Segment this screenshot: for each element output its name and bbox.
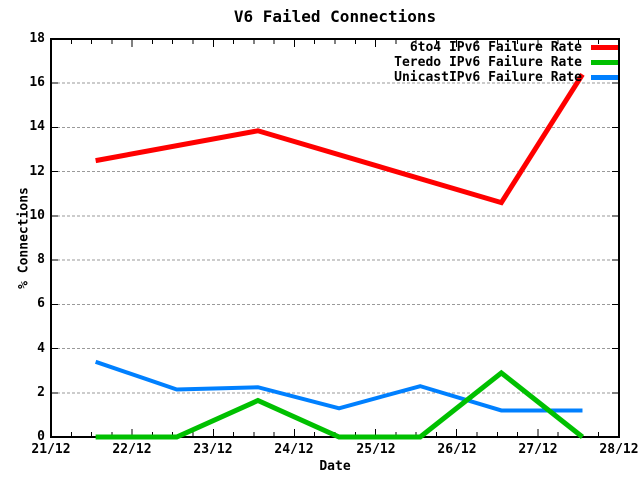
x-axis-label: Date	[319, 459, 351, 474]
y-tick-label: 8	[37, 252, 45, 267]
legend: 6to4 IPv6 Failure Rate Teredo IPv6 Failu…	[394, 40, 618, 85]
legend-row: 6to4 IPv6 Failure Rate	[394, 40, 618, 55]
x-tick-label: 21/12	[31, 442, 71, 457]
x-tick-label: 28/12	[599, 442, 639, 457]
y-tick-label: 0	[37, 429, 45, 444]
x-tick-label: 25/12	[356, 442, 396, 457]
y-tick-label: 16	[29, 75, 45, 90]
y-tick-label: 10	[29, 208, 45, 223]
legend-label: Teredo IPv6 Failure Rate	[394, 55, 582, 70]
legend-label: 6to4 IPv6 Failure Rate	[409, 40, 582, 55]
y-tick-label: 2	[37, 385, 45, 400]
series-line-1	[95, 369, 585, 440]
y-tick-label: 14	[29, 119, 45, 134]
legend-line-sample	[591, 75, 618, 80]
y-tick-label: 6	[37, 296, 45, 311]
x-tick-label: 26/12	[437, 442, 477, 457]
legend-line-sample	[591, 60, 618, 65]
series-line-2	[94, 359, 583, 413]
y-tick-label: 18	[29, 31, 45, 46]
y-axis-label: % Connections	[16, 187, 32, 289]
legend-row: Teredo IPv6 Failure Rate	[394, 55, 618, 70]
x-tick-label: 23/12	[193, 442, 233, 457]
chart-title: V6 Failed Connections	[233, 7, 437, 26]
y-tick-label: 12	[29, 164, 45, 179]
legend-row: UnicastIPv6 Failure Rate	[394, 70, 618, 85]
x-tick-label: 22/12	[112, 442, 152, 457]
legend-label: UnicastIPv6 Failure Rate	[394, 70, 582, 85]
series-line-0	[95, 73, 585, 206]
legend-line-sample	[591, 45, 618, 50]
x-tick-label: 24/12	[274, 442, 314, 457]
x-tick-label: 27/12	[518, 442, 558, 457]
y-tick-label: 4	[37, 341, 45, 356]
